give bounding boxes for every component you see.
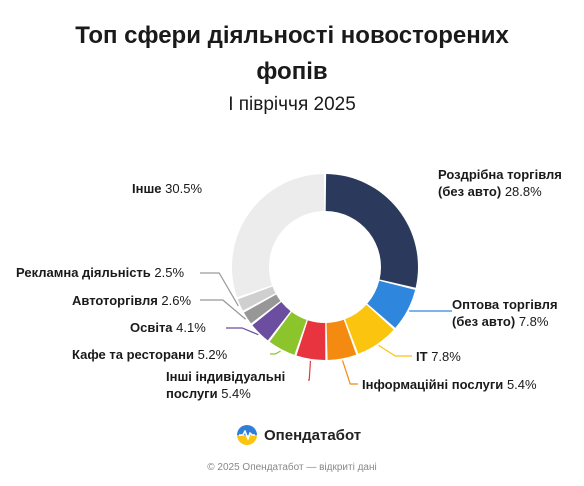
label-info-services-name: Інформаційні послуги [362, 377, 504, 392]
label-retail: Роздрібна торгівля (без авто) 28.8% [438, 166, 578, 200]
donut-slice [252, 302, 291, 341]
label-education: Освіта 4.1% [130, 319, 206, 336]
label-cafe-value: 5.2% [197, 347, 228, 362]
label-other-personal-name: Інші індивідуальні послуги [166, 369, 286, 401]
donut-slice [325, 174, 419, 288]
leader-line [270, 350, 281, 355]
footer-copyright: © 2025 Опендатабот — відкриті дані [207, 462, 377, 473]
donut-slice [326, 319, 357, 360]
chart-title-line-1: Топ сфери діяльності новосторених [75, 22, 509, 49]
donut-slice [243, 294, 281, 324]
leader-line [308, 360, 312, 381]
donut-slice [345, 304, 394, 354]
label-other-value: 30.5% [165, 181, 203, 196]
donut-slice [269, 312, 307, 355]
label-auto-trade-name: Автоторгівля [72, 293, 158, 308]
logo-text: Опендатабот [264, 426, 362, 444]
leader-line [200, 272, 239, 307]
label-it-name: IT [416, 349, 428, 364]
label-education-name: Освіта [130, 320, 173, 335]
donut-slice [296, 320, 326, 361]
label-it: IT 7.8% [416, 348, 461, 365]
label-cafe-name: Кафе та ресторани [72, 347, 194, 362]
label-education-value: 4.1% [176, 320, 206, 335]
label-other-personal-value: 5.4% [221, 386, 251, 401]
leader-line [378, 344, 412, 357]
label-advertising-name: Рекламна діяльність [16, 265, 151, 280]
donut-slices [231, 174, 419, 361]
label-wholesale-value: 7.8% [518, 314, 549, 329]
label-info-services-value: 5.4% [506, 377, 537, 392]
label-other-personal: Інші індивідуальні послуги 5.4% [166, 368, 306, 402]
label-auto-trade-value: 2.6% [161, 293, 192, 308]
opendatabot-logo: Опендатабот [236, 424, 361, 446]
leader-line [226, 327, 259, 336]
chart-title-line-2: фопів [256, 58, 328, 85]
label-retail-value: 28.8% [504, 184, 542, 199]
opendatabot-icon [237, 425, 257, 445]
label-cafe: Кафе та ресторани 5.2% [72, 346, 227, 363]
label-wholesale: Оптова торгівля (без авто) 7.8% [452, 296, 572, 330]
label-other: Інше 30.5% [132, 180, 202, 197]
label-wholesale-name: Оптова торгівля (без авто) [452, 297, 558, 329]
donut-slice [237, 286, 276, 311]
label-info-services: Інформаційні послуги 5.4% [362, 376, 537, 393]
label-other-name: Інше [132, 181, 162, 196]
label-advertising: Рекламна діяльність 2.5% [16, 264, 184, 281]
chart-subtitle: І півріччя 2025 [228, 94, 356, 115]
leader-line [200, 299, 247, 320]
leader-lines [200, 272, 452, 385]
label-it-value: 7.8% [431, 349, 461, 364]
donut-slice [231, 174, 325, 298]
leader-line [341, 360, 358, 385]
label-advertising-value: 2.5% [154, 265, 185, 280]
label-retail-name: Роздрібна торгівля (без авто) [438, 167, 562, 199]
donut-slice [367, 280, 416, 328]
label-auto-trade: Автоторгівля 2.6% [72, 292, 191, 309]
